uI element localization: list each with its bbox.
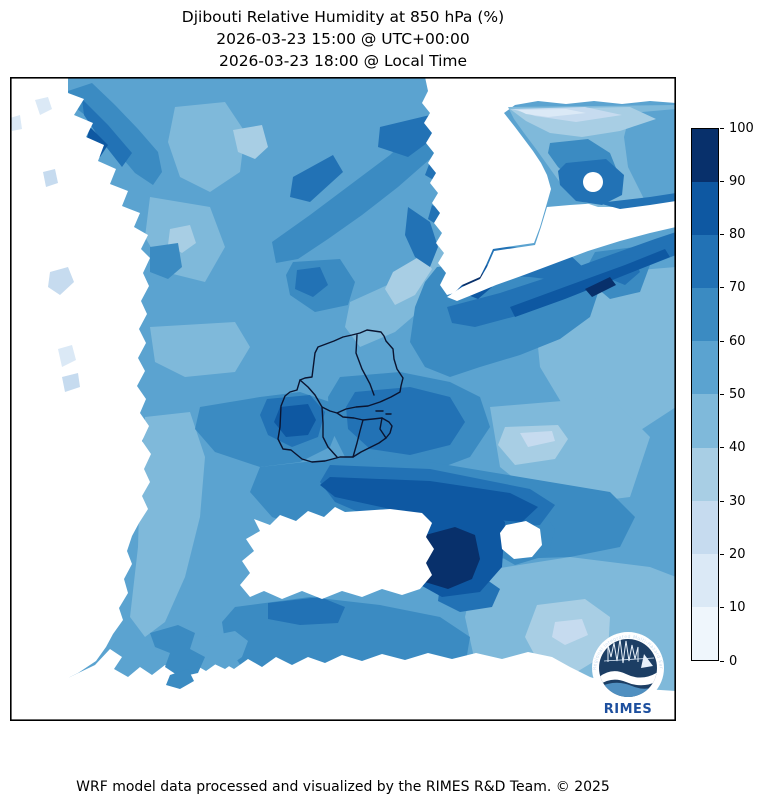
mask-hole [583,172,603,192]
colorbar-tick-label: 30 [729,493,746,509]
colorbar-tick-label: 40 [729,440,746,456]
bottom-fingers [150,625,248,689]
colorbar-tick-label: 50 [729,387,746,402]
colorbar-tick-label: 0 [729,653,738,669]
colorbar-segment [692,182,718,236]
colorbar-tick-label: 70 [729,280,746,296]
colorbar-segment [692,288,718,342]
sail-icon [641,654,653,668]
region-border [299,379,338,458]
colorbar-tick-label: 90 [729,173,746,189]
colorbar-segment [692,447,718,501]
wave-icon [599,671,657,686]
chart-title: Djibouti Relative Humidity at 850 hPa (%… [10,6,676,72]
logo-wordmark: RIMES [604,702,653,717]
colorbar-segment [692,235,718,289]
colorbar-tick [720,340,724,342]
colorbar-tick [720,127,724,129]
colorbar-segment [692,500,718,554]
title-line-3: 2026-03-23 18:00 @ Local Time [218,52,468,70]
colorbar-tick [720,447,724,449]
colorbar-tick-label: 100 [729,120,754,136]
region-border [355,334,375,396]
colorbar-tick-label: 80 [729,227,746,243]
djibouti-boundary [277,329,404,463]
colorbar-segment [692,553,718,607]
humidity-field-light [130,102,676,693]
region-border [321,406,338,414]
colorbar [691,128,719,661]
corner-gradient-patch [508,105,676,209]
title-line-2: 2026-03-23 15:00 @ UTC+00:00 [216,30,470,48]
colorbar-tick [720,553,724,555]
colorbar-tick-label: 10 [729,600,746,616]
colorbar-tick [720,234,724,236]
colorbar-tick [720,660,724,662]
colorbar-tick-label: 20 [729,546,746,562]
mask-specks [10,97,80,392]
colorbar-ticks: 0 10 20 30 40 50 60 70 80 90 100 [720,122,764,668]
colorbar-segment [692,129,718,183]
footer-credit: WRF model data processed and visualized … [76,779,610,795]
colorbar-tick [720,180,724,182]
colorbar-tick-label: 60 [729,333,746,349]
map-frame [10,77,677,722]
colorbar-tick [720,607,724,609]
colorbar-tick [720,394,724,395]
colorbar-tick [720,287,724,289]
map-area: Regional Integrated Multi-Hazard Early W… [8,73,677,722]
region-border [352,419,364,458]
region-border [379,417,387,439]
colorbar-segment [692,341,718,395]
colorbar-segment [692,606,718,660]
humidity-map: Regional Integrated Multi-Hazard Early W… [8,73,677,722]
no-data-mask [10,77,676,721]
colorbar-tick [720,500,724,502]
colorbar-segment [692,394,718,448]
title-line-1: Djibouti Relative Humidity at 850 hPa (%… [181,8,505,26]
